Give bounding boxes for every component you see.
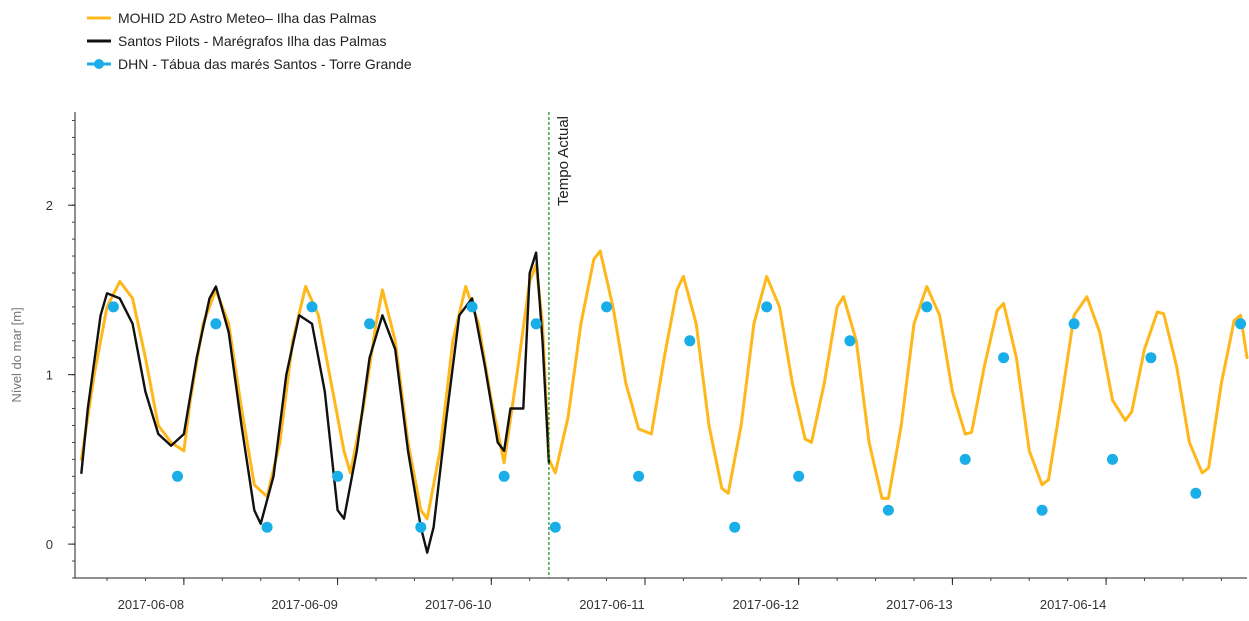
dhn-point	[364, 318, 376, 330]
x-tick-label: 2017-06-12	[732, 597, 799, 612]
x-tick-label: 2017-06-09	[271, 597, 338, 612]
dhn-point	[684, 335, 696, 347]
pilots-series-line	[80, 251, 551, 554]
dhn-point	[1145, 352, 1157, 364]
dhn-point	[332, 470, 344, 482]
dhn-point	[549, 521, 561, 533]
current-time-label: Tempo Actual	[555, 116, 572, 206]
dhn-point	[210, 318, 222, 330]
legend-label: Santos Pilots - Marégrafos Ilha das Palm…	[118, 33, 386, 49]
dhn-point	[172, 470, 183, 482]
dhn-point	[306, 301, 318, 313]
y-axis-label: Nível do mar [m]	[9, 307, 24, 402]
x-tick-label: 2017-06-14	[1040, 597, 1107, 612]
dhn-point	[1190, 487, 1202, 499]
dhn-point	[844, 335, 856, 347]
dhn-point	[761, 301, 773, 313]
dhn-point	[498, 470, 510, 482]
dhn-point	[1036, 504, 1048, 516]
mohid-series-line	[79, 249, 1249, 521]
axes	[68, 112, 1247, 585]
x-tick-label: 2017-06-10	[425, 597, 492, 612]
dhn-point	[415, 521, 427, 533]
dhn-point	[1107, 453, 1118, 465]
dhn-point	[107, 301, 119, 313]
y-tick-label: 0	[46, 537, 53, 552]
dhn-point	[1235, 318, 1247, 330]
tick-labels: 0 1 2 2017-06-08 2017-06-09 2017-06-10 2017-06…	[46, 198, 1107, 612]
dhn-point	[793, 470, 805, 482]
dhn-point	[633, 470, 645, 482]
dhn-point	[921, 301, 933, 313]
plot-area: Tempo Actual	[79, 112, 1249, 578]
x-tick-label: 2017-06-08	[118, 597, 185, 612]
dhn-point	[729, 521, 741, 533]
dhn-point	[601, 301, 613, 313]
dhn-point	[959, 453, 971, 465]
y-tick-label: 1	[46, 368, 53, 383]
dhn-point	[882, 504, 894, 516]
legend-label: MOHID 2D Astro Meteo– Ilha das Palmas	[118, 10, 376, 26]
legend: MOHID 2D Astro Meteo– Ilha das Palmas San…	[87, 10, 412, 72]
dhn-point	[261, 521, 273, 533]
dhn-point	[998, 352, 1010, 364]
dhn-point	[466, 301, 478, 313]
legend-marker	[94, 59, 104, 69]
dhn-point	[530, 318, 542, 330]
x-tick-label: 2017-06-13	[886, 597, 953, 612]
legend-label: DHN - Tábua das marés Santos - Torre Gra…	[118, 56, 412, 72]
x-tick-label: 2017-06-11	[579, 597, 645, 612]
dhn-point	[1068, 318, 1080, 330]
y-tick-label: 2	[46, 198, 53, 213]
